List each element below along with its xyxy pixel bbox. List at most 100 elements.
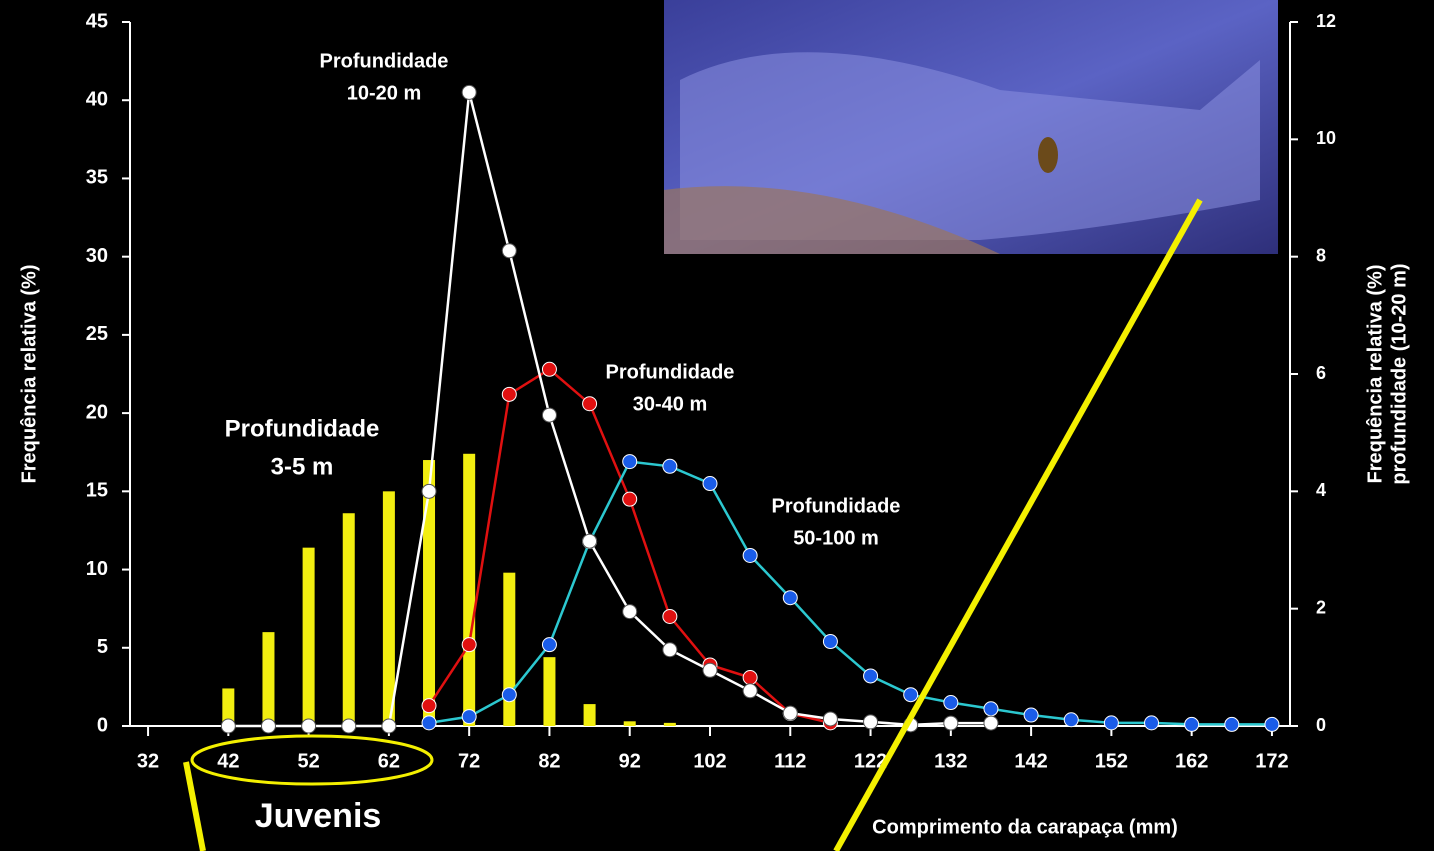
series-marker: [502, 688, 516, 702]
series-marker: [583, 397, 597, 411]
y2-tick-label: 10: [1316, 128, 1336, 148]
series-marker: [462, 85, 476, 99]
series-marker: [623, 492, 637, 506]
annotation: Profundidade: [320, 50, 449, 72]
x-axis-label: Comprimento da carapaça (mm): [872, 816, 1178, 838]
series-marker: [261, 719, 275, 733]
series-marker: [1225, 717, 1239, 731]
y2-tick-label: 6: [1316, 363, 1326, 383]
series-marker: [342, 719, 356, 733]
series-marker: [1064, 713, 1078, 727]
bar: [423, 460, 435, 726]
annotation: 10-20 m: [347, 82, 422, 104]
bar: [624, 721, 636, 726]
y-tick-label: 45: [86, 10, 108, 32]
bar: [303, 548, 315, 726]
inset-photo: [664, 0, 1278, 254]
y-tick-label: 10: [86, 558, 108, 580]
y2-tick-label: 12: [1316, 11, 1336, 31]
series-marker: [221, 719, 235, 733]
bar: [463, 454, 475, 726]
y-axis-label: Frequência relativa (%): [18, 265, 40, 484]
series-marker: [663, 643, 677, 657]
series-marker: [1104, 716, 1118, 730]
y2-tick-label: 2: [1316, 597, 1326, 617]
series-line: [429, 369, 830, 723]
x-tick-label: 92: [619, 750, 641, 772]
x-tick-label: 152: [1095, 750, 1128, 772]
series-marker: [1024, 708, 1038, 722]
series-marker: [502, 244, 516, 258]
series-marker: [864, 669, 878, 683]
x-tick-label: 32: [137, 750, 159, 772]
x-tick-label: 62: [378, 750, 400, 772]
y-tick-label: 30: [86, 245, 108, 267]
y2-axis-label: profundidade (10-20 m): [1388, 263, 1410, 484]
series-marker: [984, 702, 998, 716]
x-tick-label: 52: [297, 750, 319, 772]
y2-axis-label: Frequência relativa (%): [1364, 265, 1386, 484]
x-tick-label: 172: [1255, 750, 1288, 772]
y2-tick-label: 0: [1316, 715, 1326, 735]
y2-tick-label: 4: [1316, 480, 1326, 500]
bar: [664, 723, 676, 726]
annotation: Profundidade: [606, 361, 735, 383]
series-marker: [623, 455, 637, 469]
series-marker: [743, 684, 757, 698]
y2-tick-label: 8: [1316, 245, 1326, 265]
y-tick-label: 20: [86, 401, 108, 423]
bar: [543, 657, 555, 726]
bar: [383, 491, 395, 726]
x-tick-label: 102: [693, 750, 726, 772]
annotation: 3-5 m: [271, 453, 334, 480]
x-tick-label: 82: [538, 750, 560, 772]
series-marker: [422, 716, 436, 730]
bar: [262, 632, 274, 726]
series-marker: [663, 459, 677, 473]
chart: 0510152025303540450246810123242526272829…: [0, 0, 1434, 851]
series-marker: [904, 688, 918, 702]
series-marker: [302, 719, 316, 733]
series-marker: [663, 609, 677, 623]
series-marker: [703, 663, 717, 677]
x-tick-label: 142: [1014, 750, 1047, 772]
annotation: 30-40 m: [633, 393, 708, 415]
series-marker: [823, 635, 837, 649]
series-marker: [583, 534, 597, 548]
x-tick-label: 72: [458, 750, 480, 772]
annotation: Profundidade: [225, 415, 380, 442]
series-marker: [422, 484, 436, 498]
series-marker: [783, 591, 797, 605]
series-marker: [1265, 717, 1279, 731]
bar: [343, 513, 355, 726]
x-tick-label: 162: [1175, 750, 1208, 772]
y-tick-label: 40: [86, 89, 108, 111]
series-marker: [944, 716, 958, 730]
series-marker: [864, 715, 878, 729]
series-marker: [984, 716, 998, 730]
series-marker: [703, 477, 717, 491]
series-marker: [422, 699, 436, 713]
series-marker: [823, 712, 837, 726]
juvenis-label: Juvenis: [255, 797, 382, 835]
x-tick-label: 112: [774, 750, 806, 772]
series-marker: [743, 548, 757, 562]
series-marker: [542, 408, 556, 422]
series-marker: [502, 387, 516, 401]
x-tick-label: 132: [934, 750, 967, 772]
annotation: 50-100 m: [793, 527, 879, 549]
series-marker: [783, 706, 797, 720]
bar: [584, 704, 596, 726]
series-marker: [944, 696, 958, 710]
x-tick-label: 42: [217, 750, 239, 772]
series-marker: [542, 638, 556, 652]
y-tick-label: 15: [86, 480, 108, 502]
series-marker: [1145, 716, 1159, 730]
series-marker: [542, 362, 556, 376]
annotation: Profundidade: [772, 495, 901, 517]
y-tick-label: 0: [97, 714, 108, 736]
y-tick-label: 35: [86, 167, 108, 189]
y-tick-label: 5: [97, 636, 108, 658]
series-marker: [743, 671, 757, 685]
bar: [503, 573, 515, 726]
